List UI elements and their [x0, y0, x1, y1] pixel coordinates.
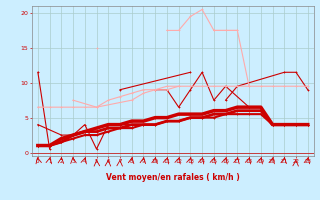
X-axis label: Vent moyen/en rafales ( km/h ): Vent moyen/en rafales ( km/h ) — [106, 173, 240, 182]
